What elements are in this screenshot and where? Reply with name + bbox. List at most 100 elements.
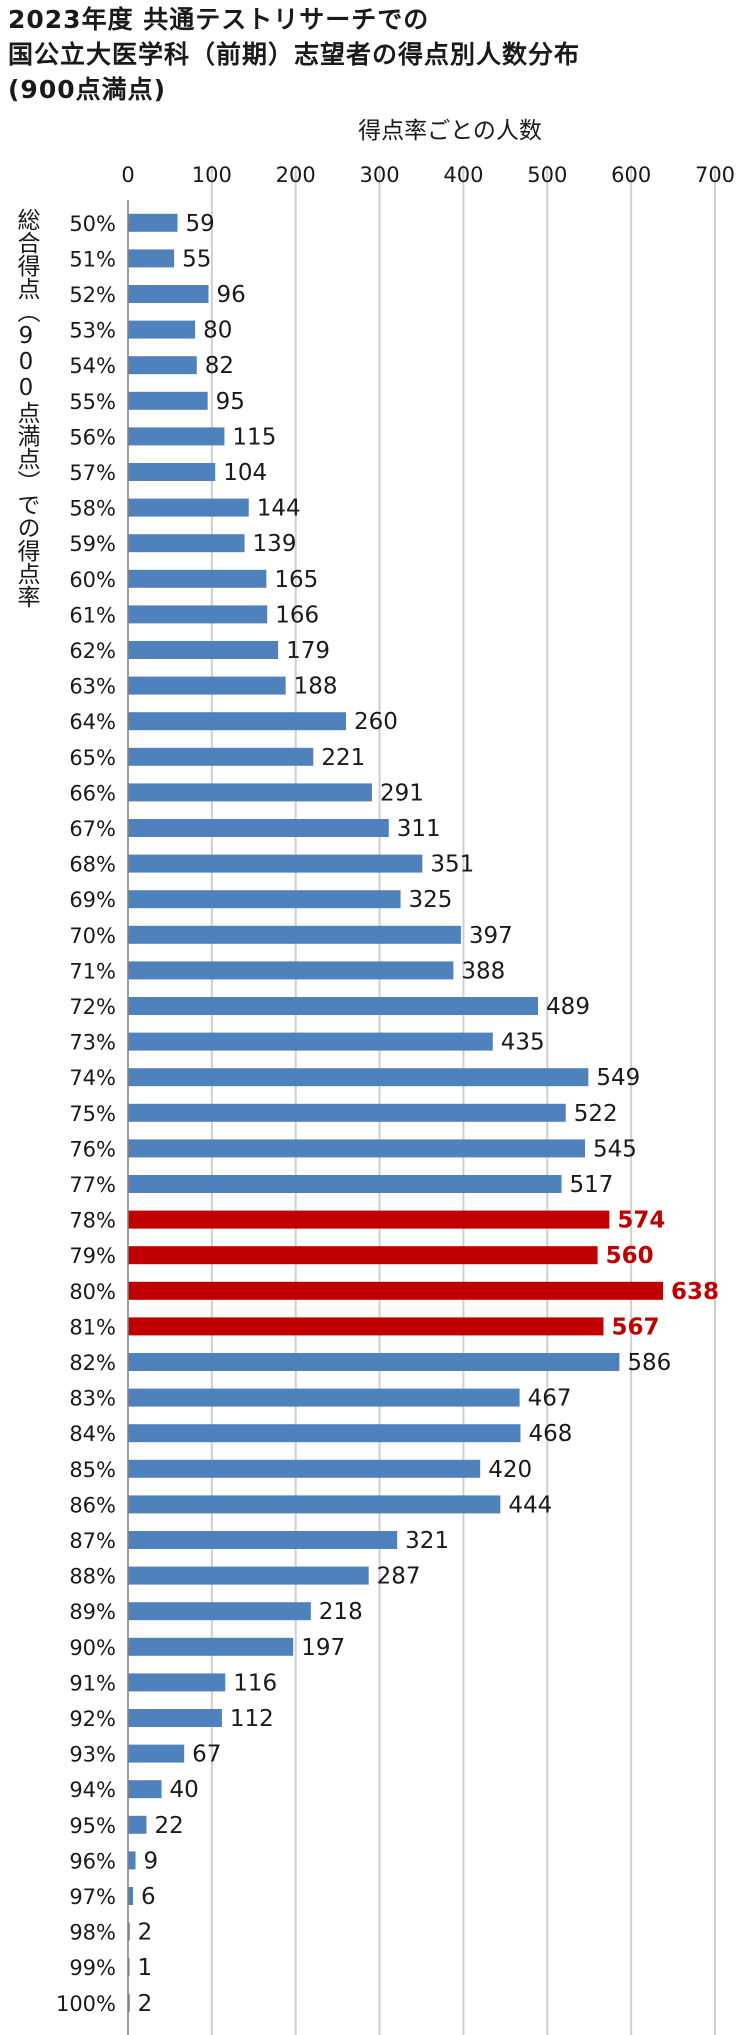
bar bbox=[128, 427, 225, 446]
value-label: 311 bbox=[397, 816, 441, 842]
value-label: 397 bbox=[469, 923, 513, 949]
x-tick-labels: 0 100 200 300 400 500 600 700 bbox=[121, 163, 735, 187]
title-line-2: 国公立大医学科（前期）志望者の得点別人数分布 bbox=[8, 40, 581, 69]
y-tick-label: 52% bbox=[69, 283, 116, 307]
y-tick-label: 80% bbox=[69, 1280, 116, 1304]
gridlines bbox=[210, 165, 716, 2035]
y-tick-label: 100% bbox=[56, 1992, 116, 2016]
value-label: 82 bbox=[205, 353, 234, 379]
value-label: 2 bbox=[138, 1920, 153, 1946]
value-label: 55 bbox=[182, 246, 211, 272]
y-tick-label: 79% bbox=[69, 1244, 116, 1268]
bar-highlighted bbox=[128, 1246, 598, 1265]
bar bbox=[128, 463, 216, 481]
value-label: 221 bbox=[321, 745, 365, 771]
value-label: 22 bbox=[154, 1813, 183, 1839]
y-tick-label: 72% bbox=[69, 995, 116, 1019]
y-tick-label: 87% bbox=[69, 1529, 116, 1553]
bar bbox=[128, 1353, 620, 1371]
bar bbox=[128, 534, 245, 553]
value-label: 517 bbox=[570, 1172, 614, 1198]
value-label: 260 bbox=[354, 709, 398, 735]
bar bbox=[128, 605, 268, 624]
value-label: 1 bbox=[138, 1955, 153, 1981]
bar bbox=[128, 1993, 130, 2012]
value-label: 351 bbox=[430, 852, 474, 878]
value-label: 188 bbox=[294, 674, 338, 700]
value-label: 549 bbox=[596, 1065, 640, 1091]
bar bbox=[128, 1103, 566, 1122]
y-tick-label: 84% bbox=[69, 1422, 116, 1446]
y-tick-label: 70% bbox=[69, 924, 116, 948]
bar bbox=[128, 1922, 130, 1941]
bar bbox=[128, 1531, 398, 1549]
y-tick-label: 65% bbox=[69, 746, 116, 770]
bar bbox=[128, 213, 178, 232]
value-label: 165 bbox=[274, 567, 318, 593]
y-tick-label: 91% bbox=[69, 1671, 116, 1695]
value-label: 287 bbox=[377, 1564, 421, 1590]
bar-highlighted bbox=[128, 1281, 664, 1300]
value-label: 321 bbox=[405, 1528, 449, 1554]
x-axis-label: 得点率ごとの人数 bbox=[358, 118, 542, 144]
bar bbox=[128, 1459, 481, 1478]
chart-title: 2023年度 共通テストリサーチでの 国公立大医学科（前期）志望者の得点別人数分… bbox=[8, 2, 728, 107]
bar bbox=[128, 925, 461, 944]
y-tick-labels: 50% 51% 52% 53% 54% 55% 56% 57% 58% 59% 60% 61% 62% 6… bbox=[56, 212, 116, 2016]
value-label: 638 bbox=[671, 1279, 719, 1305]
bar bbox=[128, 676, 286, 695]
value-label: 6 bbox=[141, 1884, 156, 1910]
y-tick-label: 74% bbox=[69, 1066, 116, 1090]
y-tick-label: 69% bbox=[69, 888, 116, 912]
value-label: 104 bbox=[223, 460, 267, 486]
bar bbox=[128, 1424, 521, 1443]
value-label: 325 bbox=[409, 887, 453, 913]
bar bbox=[128, 961, 454, 980]
y-tick-label: 97% bbox=[69, 1885, 116, 1909]
value-label: 144 bbox=[257, 496, 301, 522]
bar bbox=[128, 1175, 562, 1193]
x-tick-label: 400 bbox=[443, 163, 483, 187]
bars bbox=[128, 213, 664, 2012]
y-tick-label: 92% bbox=[69, 1707, 116, 1731]
bar bbox=[128, 1780, 162, 1799]
value-label: 444 bbox=[508, 1492, 552, 1518]
x-tick-label: 500 bbox=[527, 163, 567, 187]
value-label: 80 bbox=[203, 318, 232, 344]
y-tick-label: 60% bbox=[69, 568, 116, 592]
value-label: 218 bbox=[319, 1599, 363, 1625]
value-label: 67 bbox=[192, 1742, 221, 1768]
bar bbox=[128, 1032, 493, 1051]
y-tick-label: 99% bbox=[69, 1956, 116, 1980]
y-tick-label: 66% bbox=[69, 781, 116, 805]
y-tick-label: 57% bbox=[69, 461, 116, 485]
y-tick-label: 90% bbox=[69, 1636, 116, 1660]
x-tick-label: 300 bbox=[360, 163, 400, 187]
bar bbox=[128, 320, 196, 339]
y-tick-label: 51% bbox=[69, 247, 116, 271]
y-tick-label: 82% bbox=[69, 1351, 116, 1375]
y-tick-label: 53% bbox=[69, 319, 116, 343]
value-label: 560 bbox=[606, 1243, 654, 1269]
x-tick-label: 200 bbox=[276, 163, 316, 187]
bar bbox=[128, 747, 314, 766]
value-label: 115 bbox=[232, 424, 276, 450]
bar bbox=[128, 854, 423, 873]
y-tick-label: 68% bbox=[69, 853, 116, 877]
value-label: 574 bbox=[617, 1208, 665, 1234]
value-label: 522 bbox=[574, 1101, 618, 1127]
y-tick-label: 81% bbox=[69, 1315, 116, 1339]
bar bbox=[128, 783, 373, 802]
value-label: 59 bbox=[185, 211, 214, 237]
value-label: 291 bbox=[380, 780, 424, 806]
y-tick-label: 55% bbox=[69, 390, 116, 414]
bar bbox=[128, 1495, 501, 1514]
y-tick-label: 78% bbox=[69, 1209, 116, 1233]
value-label: 40 bbox=[170, 1777, 199, 1803]
value-label: 95 bbox=[216, 389, 245, 415]
y-tick-label: 96% bbox=[69, 1849, 116, 1873]
bar bbox=[128, 1744, 185, 1763]
bar bbox=[128, 356, 197, 375]
bar bbox=[128, 249, 175, 268]
